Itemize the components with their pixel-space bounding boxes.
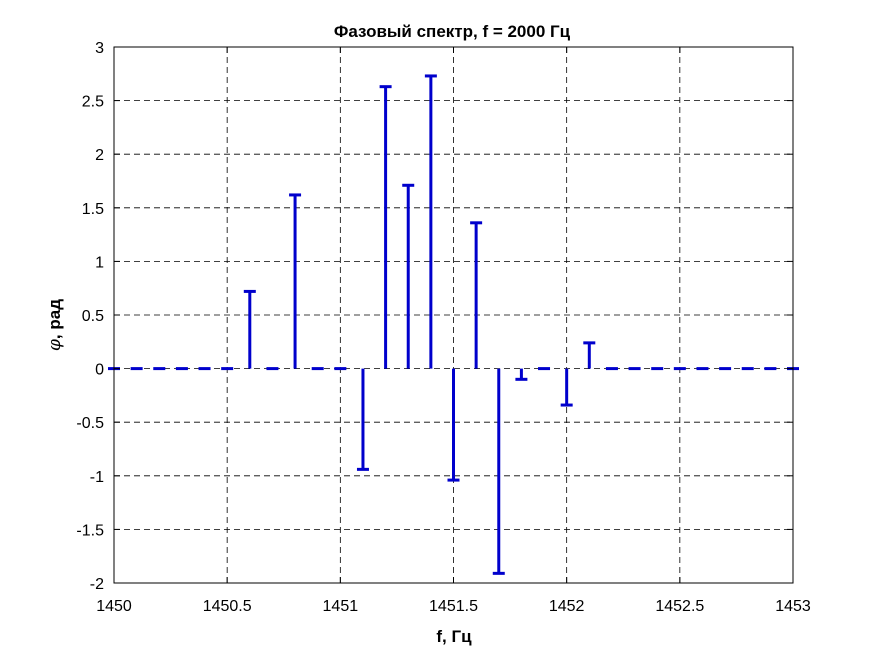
ticks: 1450 1450.5 1451 1451.5 1452 1452.5 1453 -2 -1.5… (76, 40, 810, 615)
y-tick-label: 1.5 (82, 201, 104, 218)
y-tick-label: -0.5 (76, 415, 104, 432)
y-tick-label: -2 (90, 576, 104, 593)
y-tick-label: 0 (95, 362, 104, 379)
y-axis-label-symbol: φ (45, 339, 65, 351)
y-tick-label: -1 (90, 469, 104, 486)
y-tick-label: 0.5 (82, 308, 104, 325)
chart-title: Фазовый спектр, f = 2000 Гц (334, 22, 571, 41)
y-tick-label: 3 (95, 40, 104, 57)
y-axis-label: φ, рад (45, 299, 65, 351)
x-tick-label: 1451.5 (429, 598, 478, 615)
x-tick-label: 1453 (775, 598, 811, 615)
x-tick-label: 1452 (549, 598, 585, 615)
x-tick-label: 1450 (96, 598, 132, 615)
plot-area: 1450 1450.5 1451 1451.5 1452 1452.5 1453 -2 -1.5… (76, 40, 810, 615)
y-tick-label: 2.5 (82, 94, 104, 111)
x-tick-label: 1451 (323, 598, 359, 615)
y-tick-label: 1 (95, 254, 104, 271)
x-axis-label: f, Гц (436, 627, 472, 646)
x-tick-label: 1450.5 (203, 598, 252, 615)
y-tick-label: 2 (95, 147, 104, 164)
x-tick-label: 1452.5 (655, 598, 704, 615)
y-axis-label-unit: , рад (45, 299, 64, 339)
y-tick-label: -1.5 (76, 522, 104, 539)
